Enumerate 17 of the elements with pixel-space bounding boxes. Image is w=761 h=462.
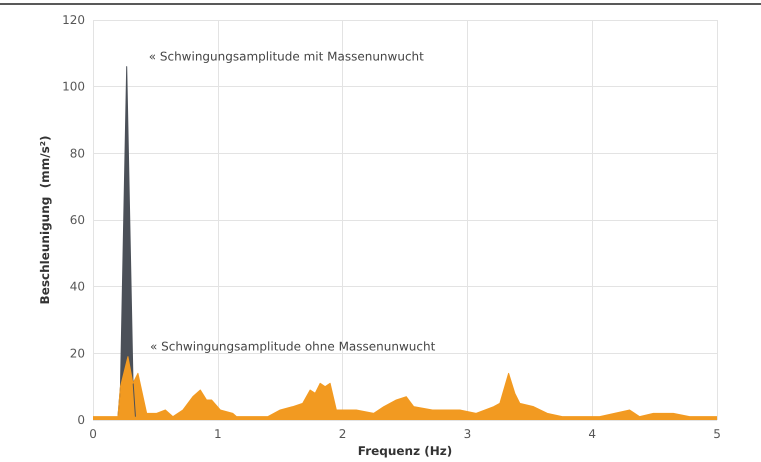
annotation: « Schwingungsamplitude ohne Massenunwucht [150, 340, 436, 354]
y-tick-label: 40 [70, 280, 85, 294]
x-axis-title: Frequenz (Hz) [358, 444, 452, 458]
y-tick-label: 100 [62, 80, 85, 94]
x-tick-label: 1 [214, 427, 222, 441]
y-tick-label: 0 [77, 413, 85, 427]
y-tick-label: 60 [70, 213, 85, 227]
x-tick-label: 5 [713, 427, 721, 441]
y-axis-title: Beschleunigung (mm/s²) [38, 136, 52, 304]
annotation: « Schwingungsamplitude mit Massenunwucht [148, 50, 424, 64]
x-tick-label: 2 [338, 427, 346, 441]
x-tick-label: 3 [464, 427, 472, 441]
y-tick-label: 20 [70, 346, 85, 360]
y-tick-label: 120 [62, 13, 85, 27]
x-tick-label: 0 [89, 427, 97, 441]
x-tick-label: 4 [588, 427, 596, 441]
y-tick-label: 80 [70, 146, 85, 160]
